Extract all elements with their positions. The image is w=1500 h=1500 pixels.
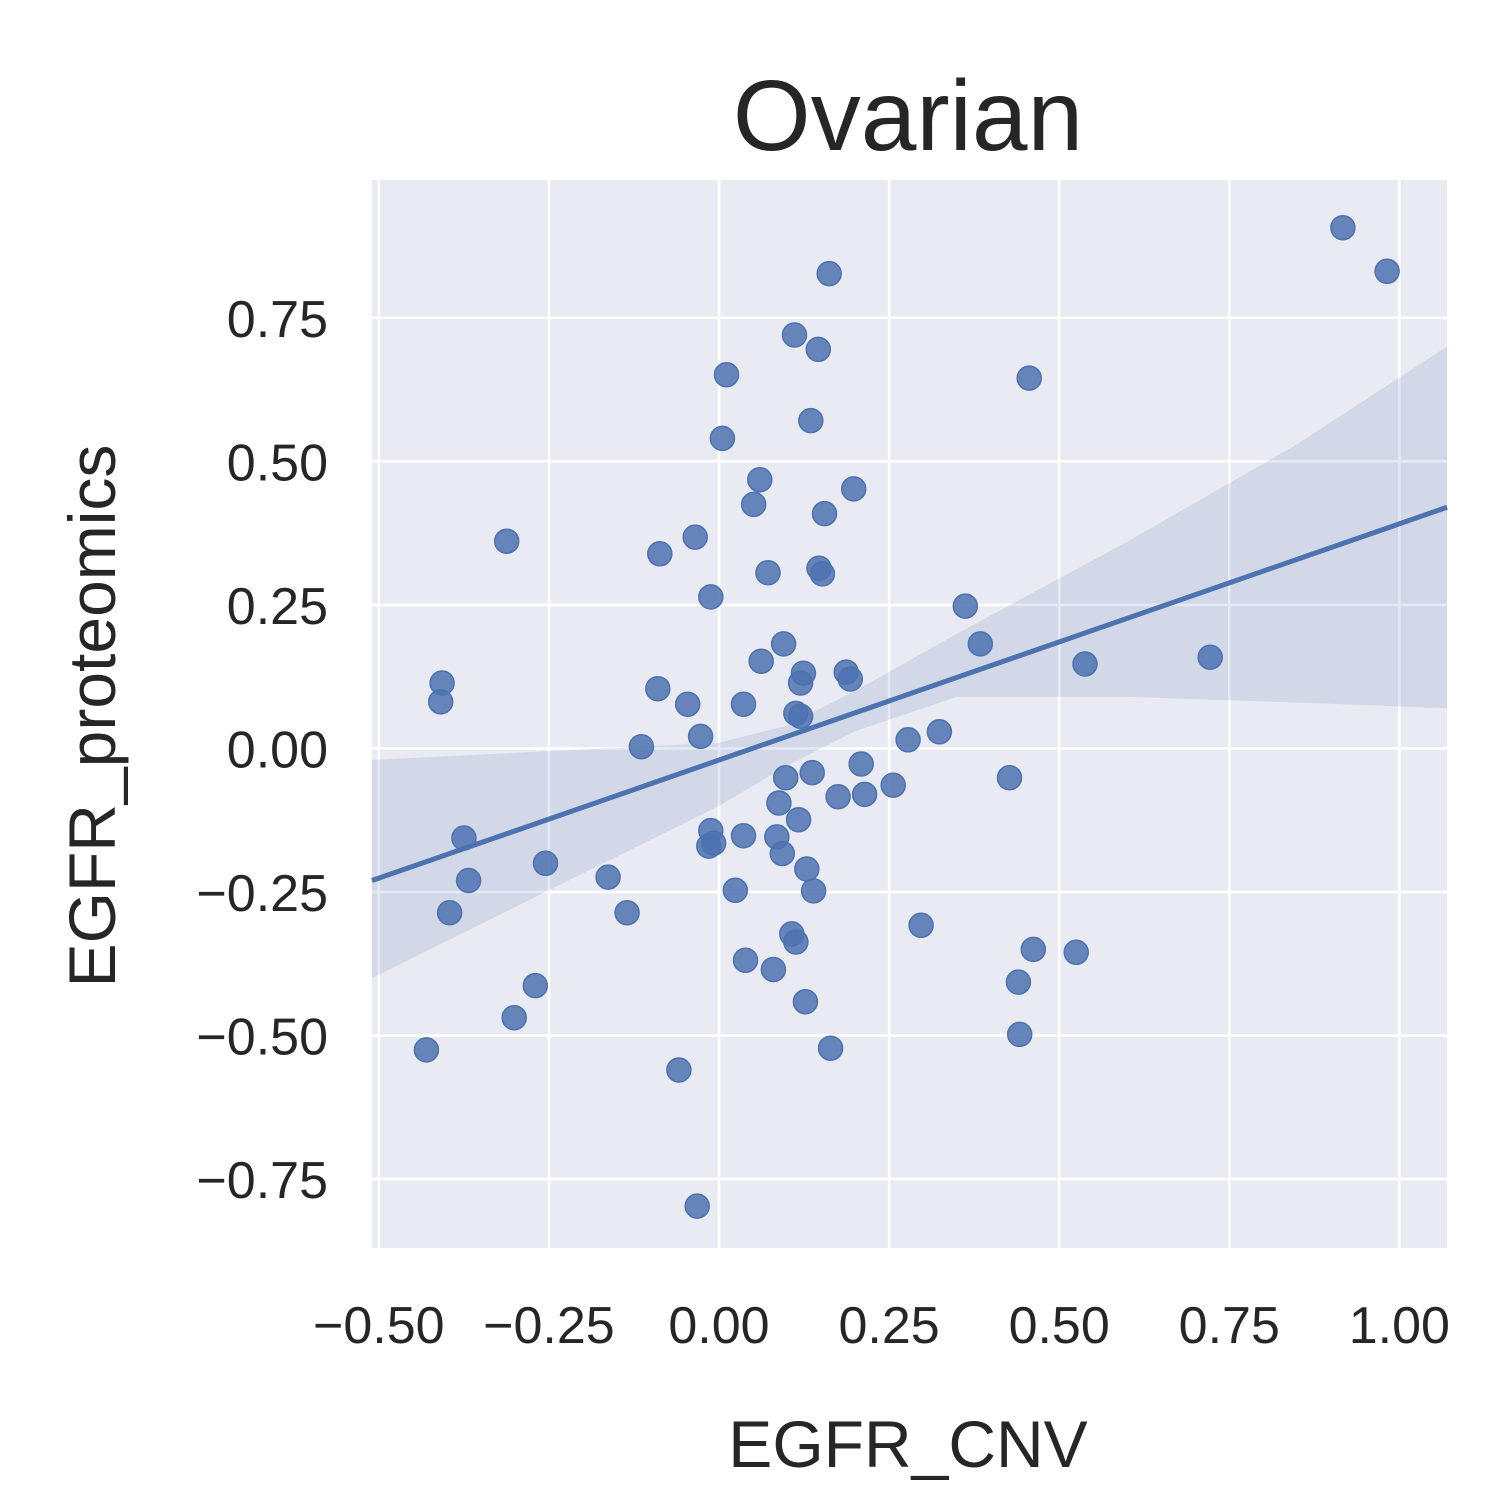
data-point-14 (682, 524, 708, 550)
data-point-52 (785, 806, 812, 833)
y-tick-labels: −0.75 −0.50 −0.25 0.00 0.25 0.50 0.75 (196, 291, 328, 1210)
data-point-36 (787, 703, 814, 730)
data-point-38 (687, 723, 714, 750)
data-point-27 (837, 666, 864, 692)
data-point-18 (809, 561, 836, 587)
data-point-62 (722, 877, 749, 904)
data-point-72 (1005, 969, 1032, 995)
data-point-20 (952, 593, 979, 619)
data-point-43 (848, 751, 874, 777)
data-point-39 (895, 727, 921, 753)
x-tick-label-3: 0.25 (838, 1297, 939, 1355)
data-point-64 (614, 899, 640, 926)
x-tick-label-6: 1.00 (1349, 1297, 1450, 1355)
data-point-80 (684, 1193, 710, 1219)
data-point-50 (730, 822, 757, 849)
grid (372, 180, 1447, 1248)
confidence-band (372, 346, 1447, 979)
data-point-67 (783, 929, 809, 955)
data-point-22 (967, 631, 994, 657)
data-point-71 (760, 956, 787, 983)
y-tick-label-0: −0.75 (196, 1152, 328, 1210)
data-point-40 (926, 719, 953, 745)
data-point-61 (800, 878, 827, 904)
data-point-44 (880, 772, 906, 798)
data-point-58 (794, 856, 820, 882)
data-point-29 (1197, 644, 1223, 670)
y-axis-label: EGFR_proteomics (55, 445, 129, 988)
data-point-69 (1063, 939, 1089, 966)
data-point-57 (532, 850, 559, 877)
data-point-48 (766, 790, 792, 816)
data-point-74 (792, 988, 819, 1015)
data-point-9 (747, 466, 773, 493)
data-point-2 (816, 260, 842, 287)
data-point-5 (713, 361, 740, 388)
data-point-79 (666, 1057, 692, 1083)
y-tick-label-2: −0.25 (196, 865, 328, 923)
data-point-76 (1006, 1021, 1033, 1048)
x-tick-label-1: −0.25 (483, 1297, 615, 1355)
data-point-13 (493, 528, 520, 554)
data-point-46 (825, 783, 851, 810)
data-point-11 (740, 491, 767, 518)
x-tick-label-0: −0.50 (313, 1297, 445, 1355)
data-point-12 (811, 500, 838, 527)
data-points (413, 214, 1400, 1219)
x-tick-label-2: 0.00 (668, 1297, 769, 1355)
data-point-31 (427, 689, 454, 715)
chart-title: Ovarian (733, 60, 1083, 172)
x-tick-labels: −0.50 −0.25 0.00 0.25 0.50 0.75 1.00 (313, 1297, 1450, 1355)
y-tick-label-6: 0.75 (227, 291, 328, 349)
confidence-band-layer (372, 346, 1447, 979)
data-point-68 (1020, 936, 1047, 963)
data-point-63 (436, 899, 463, 926)
data-point-75 (501, 1004, 527, 1031)
x-tick-label-4: 0.50 (1009, 1297, 1110, 1355)
data-point-0 (1330, 214, 1356, 241)
data-point-10 (840, 476, 867, 502)
data-point-47 (851, 781, 878, 808)
data-point-23 (748, 648, 774, 674)
regression-line-layer (371, 504, 1448, 883)
data-point-77 (817, 1035, 844, 1061)
data-point-73 (522, 972, 549, 999)
data-point-32 (645, 675, 671, 702)
data-point-1 (1374, 258, 1400, 285)
data-point-55 (696, 833, 722, 859)
data-point-59 (455, 867, 482, 894)
data-point-7 (798, 407, 824, 434)
data-point-3 (781, 322, 808, 348)
data-point-56 (769, 840, 796, 867)
data-point-70 (732, 947, 759, 974)
data-point-65 (908, 912, 934, 939)
data-point-25 (787, 670, 814, 696)
data-point-37 (628, 733, 655, 760)
y-tick-label-1: −0.50 (196, 1009, 328, 1067)
plot-area (372, 180, 1447, 1248)
data-point-45 (996, 764, 1023, 791)
y-tick-label-4: 0.25 (227, 578, 328, 636)
data-point-8 (709, 425, 736, 452)
data-point-21 (770, 631, 797, 657)
data-point-6 (1016, 365, 1042, 391)
data-point-41 (799, 759, 825, 786)
data-point-28 (1072, 651, 1098, 677)
data-point-4 (805, 336, 832, 363)
data-point-15 (647, 541, 673, 567)
data-point-33 (674, 691, 701, 717)
x-tick-label-5: 0.75 (1179, 1297, 1280, 1355)
data-point-42 (772, 764, 799, 791)
data-point-16 (755, 559, 781, 586)
x-axis-label: EGFR_CNV (728, 1407, 1087, 1481)
regression-line (371, 504, 1448, 883)
data-point-60 (595, 864, 621, 890)
data-point-19 (698, 584, 724, 610)
y-tick-label-3: 0.00 (227, 721, 328, 779)
data-point-78 (413, 1037, 440, 1063)
y-tick-label-5: 0.50 (227, 434, 328, 492)
data-point-34 (730, 691, 757, 717)
